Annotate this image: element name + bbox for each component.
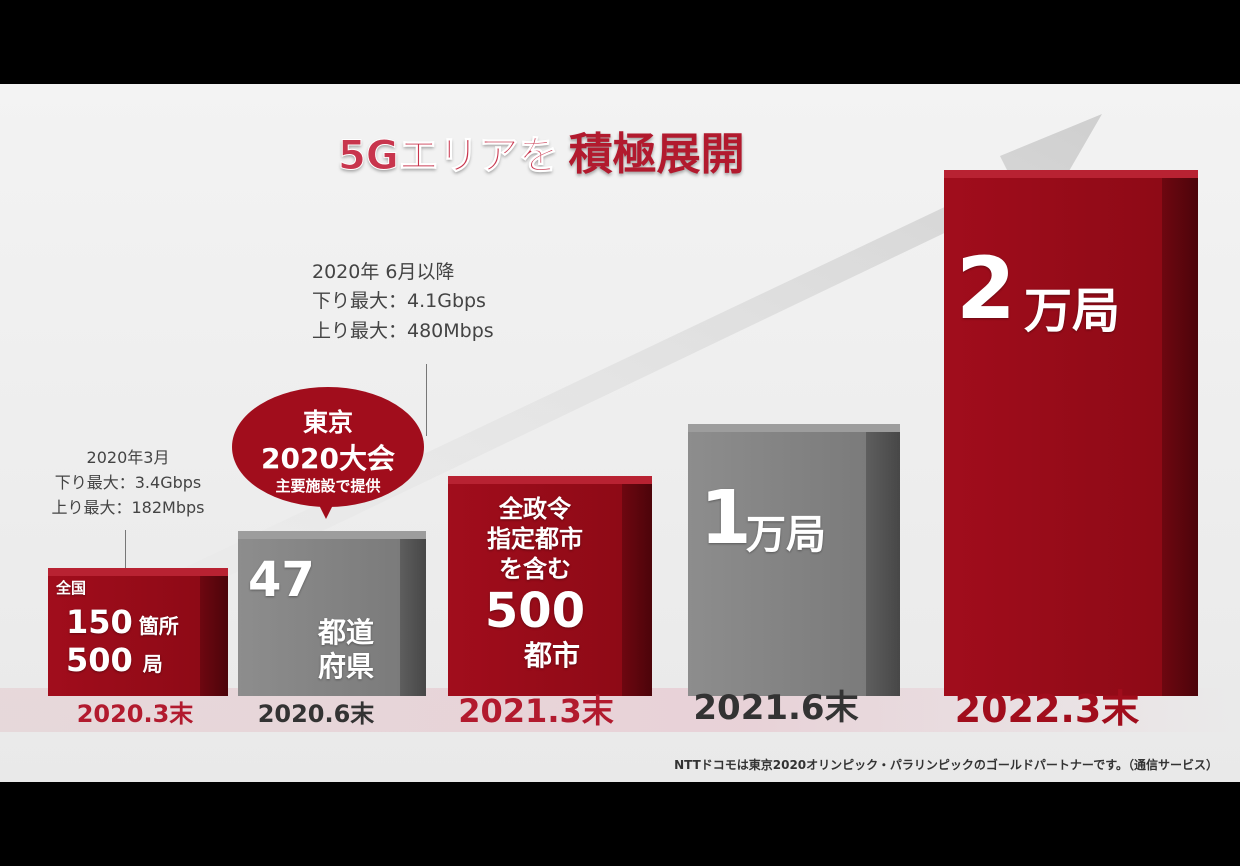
note-march: 2020年3月 下り最大：3.4Gbps 上り最大：182Mbps <box>28 446 228 520</box>
bar-line2-unit: 局 <box>142 652 163 676</box>
footer-note: NTTドコモは東京2020オリンピック・パラリンピックのゴールドパートナーです。… <box>674 758 1218 772</box>
bar-number: 2 <box>956 239 1016 339</box>
bar-side <box>400 539 426 696</box>
year-2021-3: 2021.3末 <box>458 692 614 730</box>
bar-side <box>1162 178 1198 696</box>
bar-line3: を含む <box>499 555 571 583</box>
title-part2: 積極展開 <box>568 129 745 180</box>
bar-line1-unit: 箇所 <box>138 614 179 638</box>
bubble-line1: 東京 <box>302 408 353 437</box>
year-2021-6: 2021.6末 <box>693 688 859 728</box>
bar-unit: 万局 <box>746 512 826 558</box>
bar-unit-line2: 府県 <box>318 650 375 683</box>
note-march-up: 上り最大：182Mbps <box>51 497 205 517</box>
bar-number: 500 <box>484 583 586 639</box>
note-june-down: 下り最大：4.1Gbps <box>312 290 486 313</box>
bar-line1: 150 箇所 <box>66 604 179 641</box>
title-part1: 5Gエリアを <box>338 133 560 180</box>
year-2022-3: 2022.3末 <box>954 687 1140 731</box>
bar-top <box>944 170 1198 178</box>
note-march-date: 2020年3月 <box>86 448 170 467</box>
slide: 5Gエリアを 積極展開 2020年3月 下り最大：3.4Gbps 上り最大：182… <box>0 84 1240 782</box>
year-2020-3: 2020.3末 <box>76 700 194 728</box>
bar-unit: 都市 <box>523 639 580 672</box>
bubble-tail <box>314 495 338 519</box>
bar-top <box>448 476 652 484</box>
note-june-date: 2020年 6月以降 <box>312 261 455 283</box>
bar-front <box>944 178 1162 696</box>
bar-front <box>238 539 400 696</box>
bar-top <box>238 531 426 539</box>
bar-front <box>448 484 622 696</box>
bar-line1-num: 150 <box>66 603 133 641</box>
note-june-line <box>426 364 427 436</box>
bar-line2: 指定都市 <box>487 525 583 553</box>
bar-unit: 万局 <box>1024 283 1121 339</box>
bar-number: 1 <box>700 475 752 561</box>
bar-side <box>866 432 900 696</box>
bar-label-top: 全国 <box>56 579 87 597</box>
year-2020-6: 2020.6末 <box>257 700 375 728</box>
tokyo-2020-bubble: 東京 2020大会 主要施設で提供 <box>232 387 424 519</box>
bar-side <box>200 576 228 696</box>
bar-line2: 500 局 <box>66 642 163 679</box>
note-march-line <box>125 530 126 576</box>
bar-2021-3: 全政令 指定都市 を含む 500 都市 <box>448 476 652 696</box>
bar-front <box>48 576 200 696</box>
bubble-line3: 主要施設で提供 <box>275 477 381 495</box>
bar-2020-6: 47 都道 府県 <box>238 531 426 696</box>
bar-front <box>688 432 866 696</box>
bar-top <box>48 568 228 576</box>
note-june-up: 上り最大：480Mbps <box>312 319 494 342</box>
bar-top <box>688 424 900 432</box>
bar-unit-line1: 都道 <box>318 616 375 649</box>
bar-2021-6: 1 万局 <box>688 424 900 696</box>
note-june: 2020年 6月以降 下り最大：4.1Gbps 上り最大：480Mbps <box>312 258 562 346</box>
bar-line1: 全政令 <box>499 495 571 523</box>
page-title: 5Gエリアを 積極展開 <box>338 118 838 184</box>
bar-line2-num: 500 <box>66 641 133 679</box>
bar-number: 47 <box>248 552 315 608</box>
bar-2020-3: 全国 150 箇所 500 局 <box>48 568 228 696</box>
bar-2022-3: 2 万局 <box>944 170 1198 696</box>
bar-side <box>622 484 652 696</box>
bubble-line2: 2020大会 <box>261 442 395 475</box>
note-march-down: 下り最大：3.4Gbps <box>54 472 202 492</box>
